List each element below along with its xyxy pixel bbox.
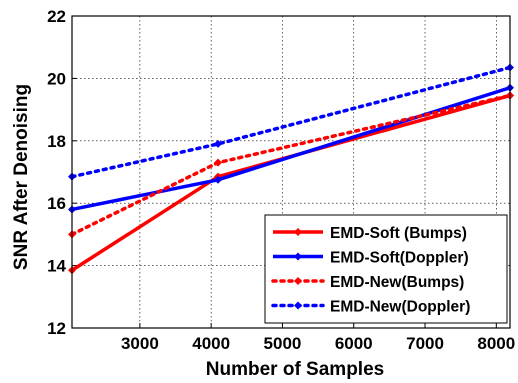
series-2-point [214,175,222,184]
legend-label: EMD-Soft (Bumps) [330,225,467,242]
series-3-point [214,158,222,167]
legend-label: EMD-New(Doppler) [330,299,470,316]
legend-label: EMD-New(Bumps) [330,274,464,291]
plot-frame [71,15,511,329]
y-tick-label: 22 [47,7,66,26]
series-line-3 [70,93,512,237]
series-line-2 [71,86,511,212]
x-tick-label: 8000 [477,334,515,353]
legend-marker [294,228,302,236]
series-lines [68,63,514,275]
y-tick-label: 14 [47,257,66,276]
x-axis-label: Number of Samples [206,359,384,380]
legend-label: EMD-Soft(Doppler) [330,250,469,267]
y-tick-label: 12 [47,319,66,338]
x-tick-label: 6000 [335,334,373,353]
y-axis-label: SNR After Denoising [11,84,32,270]
legend-marker [294,252,302,261]
legend-marker [294,301,302,310]
y-tick-label: 16 [47,194,66,213]
series-line-4 [70,65,512,179]
x-tick-label: 5000 [264,334,302,353]
y-tick-label: 18 [47,132,66,151]
legend-marker [294,277,302,285]
x-tick-label: 3000 [121,334,159,353]
tick-labels: 3000 4000 5000 6000 7000 8000 12 14 16 18 20 22 [47,7,515,353]
series-4-point [214,139,222,148]
legend: EMD-Soft (Bumps) EMD-Soft(Doppler) EMD-New… [264,214,508,324]
y-tick-label: 20 [47,69,66,88]
x-tick-label: 4000 [192,334,230,353]
x-tick-label: 7000 [406,334,444,353]
